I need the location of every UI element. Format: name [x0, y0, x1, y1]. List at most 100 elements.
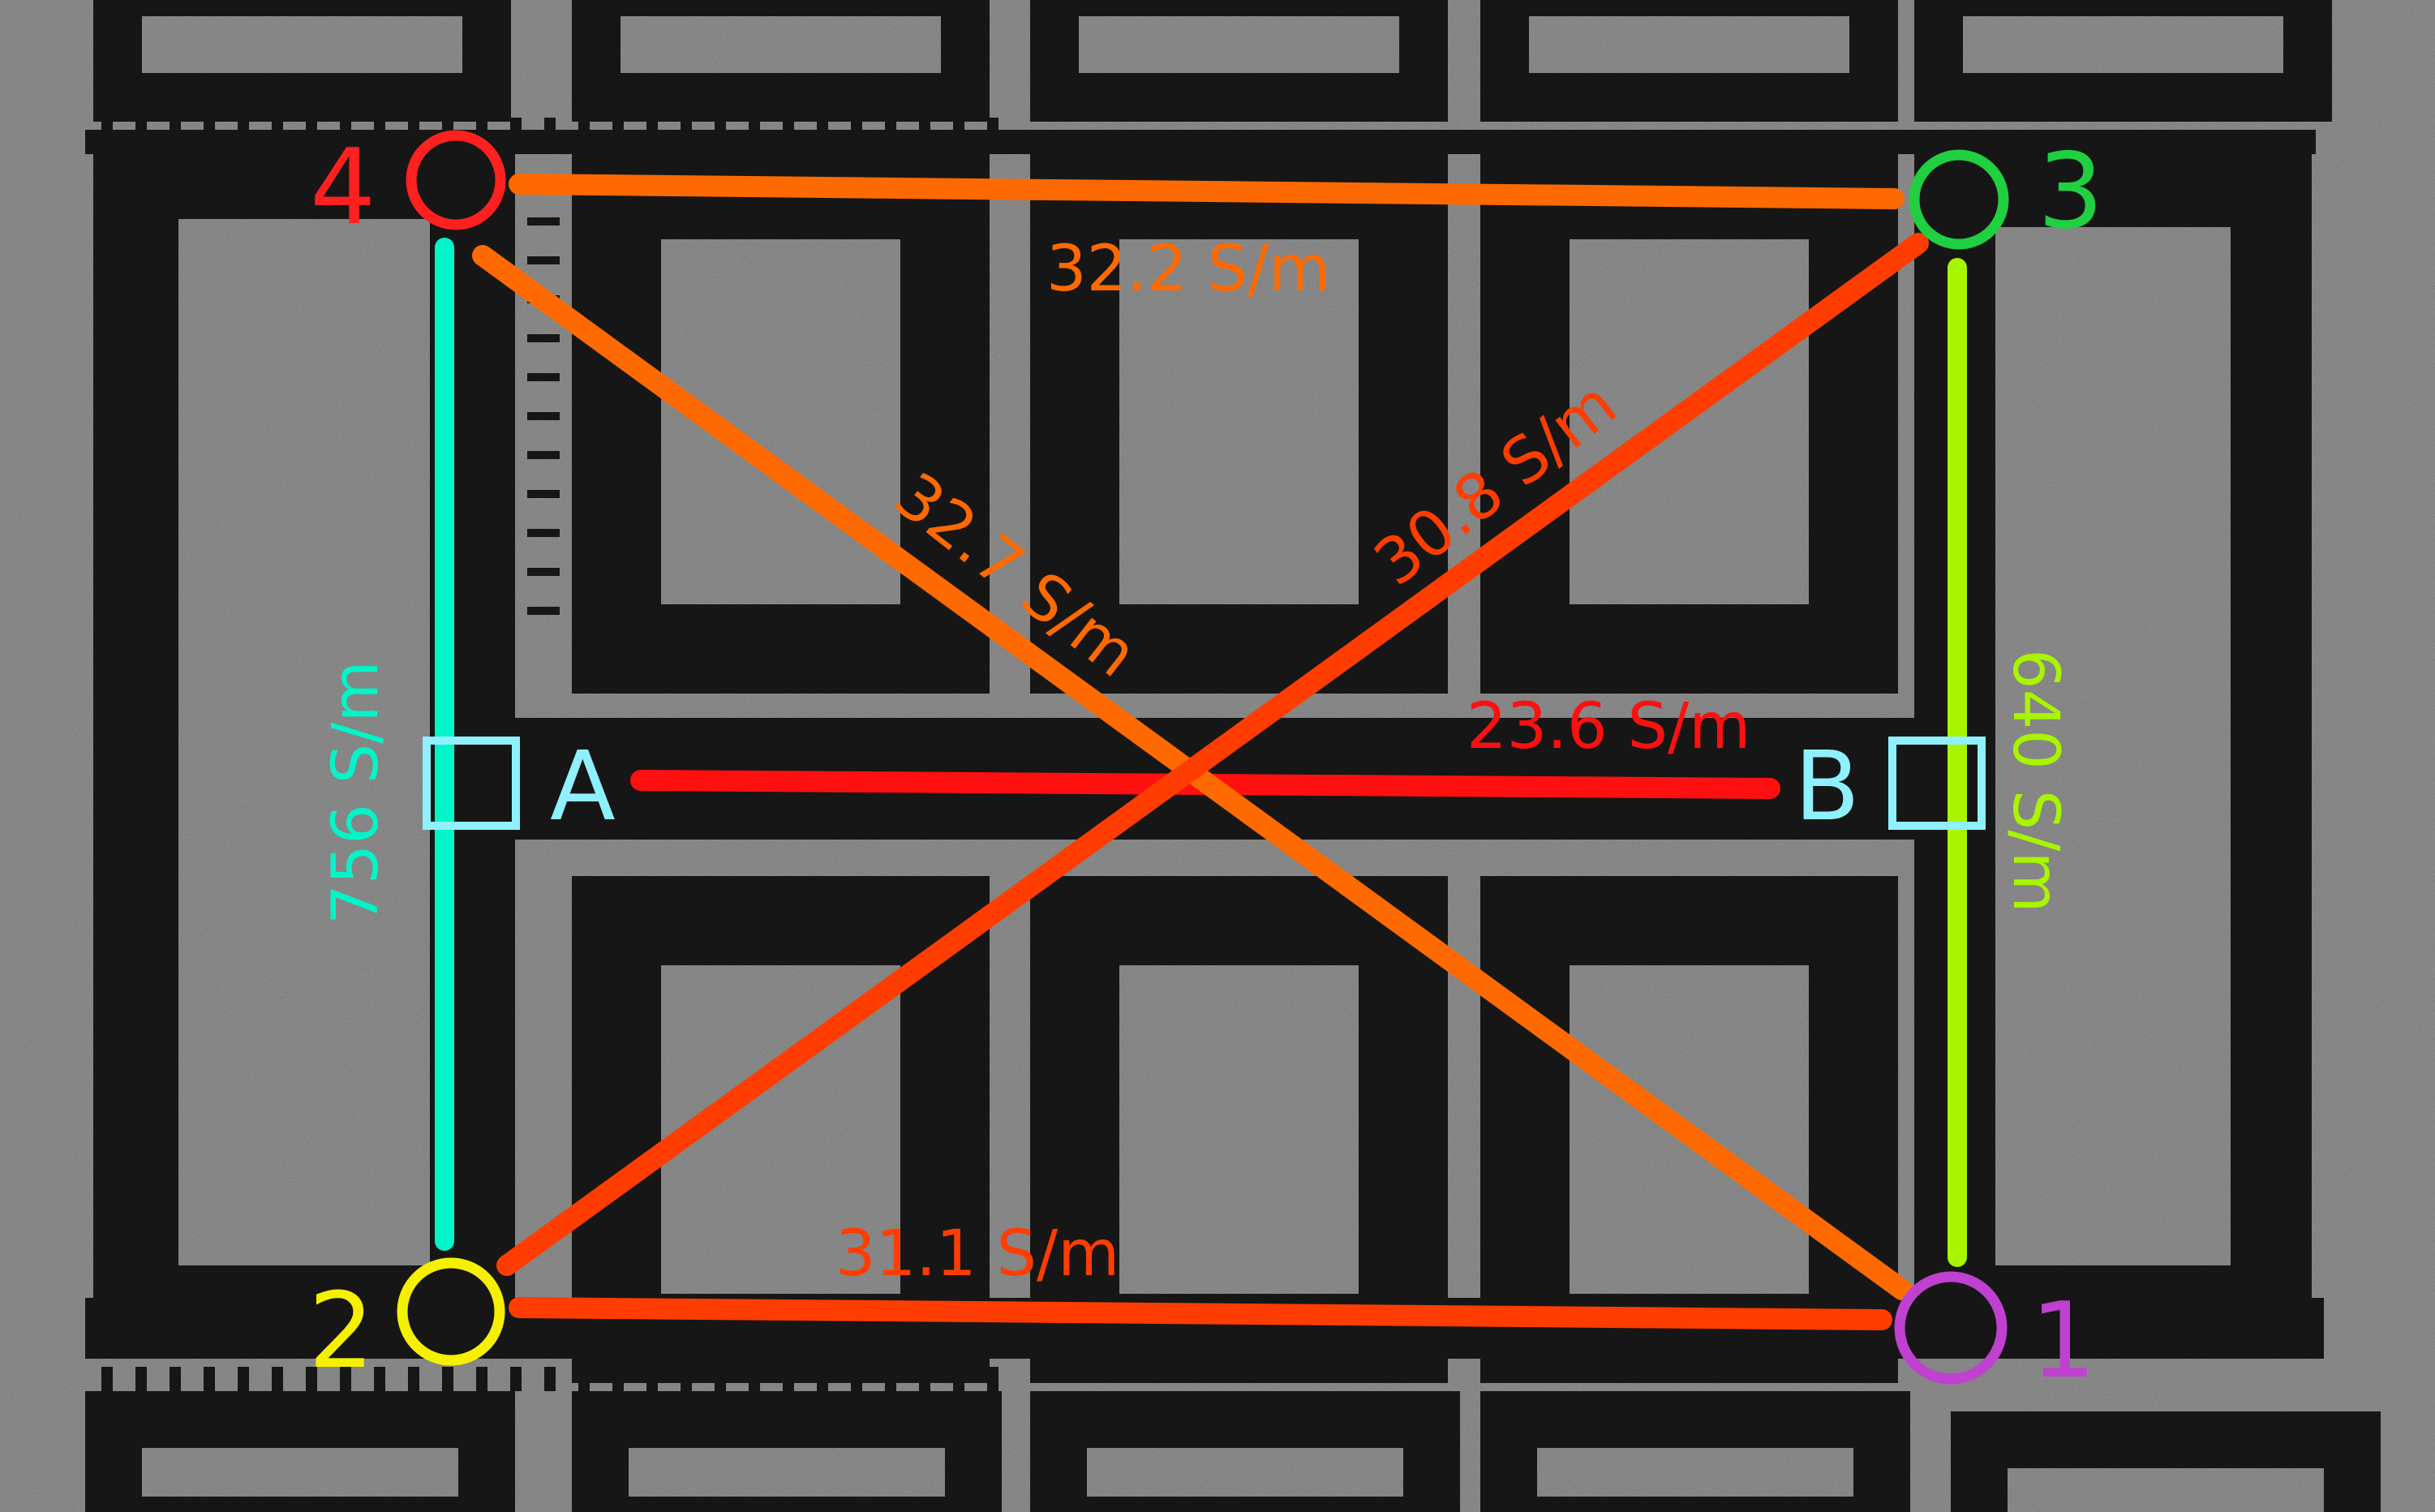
cell-edge-top-2-bottom	[572, 73, 990, 122]
tooth-top	[715, 118, 726, 138]
cell-edge-bottom-3-left	[1030, 1391, 1087, 1512]
cell-edge-bottom-3-bottom	[1030, 1497, 1460, 1512]
node-4-label: 4	[310, 127, 376, 248]
cell-top-3-right	[1809, 150, 1898, 694]
cell-edge-top-4-left	[1480, 0, 1529, 122]
cell-edge-bottom-1-right	[458, 1391, 515, 1512]
tooth-bottom	[612, 1367, 624, 1391]
label-3-1: 640 S/m	[1999, 649, 2072, 913]
frame-left-left	[93, 134, 178, 1351]
tooth-bottom	[408, 1367, 419, 1391]
tooth-left	[527, 568, 560, 576]
tooth-bottom	[578, 1367, 590, 1391]
tooth-left	[527, 607, 560, 615]
cell-edge-bottom-2-right	[945, 1391, 1002, 1512]
tooth-top	[749, 118, 760, 138]
tooth-bottom	[953, 1367, 964, 1391]
tooth-top	[885, 118, 896, 138]
tooth-top	[919, 118, 930, 138]
cell-edge-top-4-top	[1480, 0, 1898, 16]
cell-edge-top-1-top	[93, 0, 511, 16]
cell-edge-bottom-4-left	[1480, 1391, 1537, 1512]
tooth-top	[817, 118, 828, 138]
tooth-top	[783, 118, 794, 138]
cell-edge-top-1-left	[93, 0, 142, 122]
tooth-bottom	[442, 1367, 453, 1391]
tooth-top	[170, 118, 181, 138]
label-4-2: 756 S/m	[320, 661, 393, 925]
tooth-bottom	[919, 1367, 930, 1391]
cell-edge-bottom-3-top	[1030, 1391, 1460, 1448]
tooth-top	[238, 118, 249, 138]
tooth-bottom	[544, 1367, 556, 1391]
tooth-bottom	[715, 1367, 726, 1391]
tooth-bottom	[885, 1367, 896, 1391]
tooth-bottom	[510, 1367, 522, 1391]
cell-edge-top-4-right	[1849, 0, 1898, 122]
cell-edge-top-5-right	[2283, 0, 2332, 122]
path-4-3	[519, 184, 1894, 199]
tooth-top	[510, 118, 522, 138]
cell-edge-bottom-5-left	[1951, 1411, 2008, 1512]
cell-edge-top-1-bottom	[93, 73, 511, 122]
tooth-top	[681, 118, 692, 138]
tooth-top	[612, 118, 624, 138]
label-a-b: 23.6 S/m	[1467, 690, 1750, 763]
cell-edge-top-5-left	[1914, 0, 1963, 122]
tooth-bottom	[681, 1367, 692, 1391]
cell-edge-bottom-2-left	[572, 1391, 629, 1512]
cell-edge-bottom-1-bottom	[85, 1497, 515, 1512]
cell-edge-bottom-5-right	[2324, 1411, 2381, 1512]
cell-edge-top-3-right	[1399, 0, 1448, 122]
tooth-bottom	[238, 1367, 249, 1391]
frame-right-right	[2231, 146, 2312, 1347]
tooth-bottom	[374, 1367, 385, 1391]
cell-edge-top-3-top	[1030, 0, 1448, 16]
cell-edge-bottom-2-bottom	[572, 1497, 1002, 1512]
tooth-top	[272, 118, 283, 138]
cell-edge-bottom-4-top	[1480, 1391, 1910, 1448]
tooth-top	[987, 118, 998, 138]
tooth-top	[851, 118, 862, 138]
cell-edge-bottom-1-top	[85, 1391, 515, 1448]
tooth-left	[527, 256, 560, 264]
tooth-left	[527, 451, 560, 459]
tooth-left	[527, 334, 560, 342]
path-2-1	[519, 1308, 1882, 1320]
tooth-top	[204, 118, 215, 138]
tooth-top	[476, 118, 487, 138]
pad-a-label: A	[550, 730, 616, 842]
tooth-bottom	[987, 1367, 998, 1391]
pad-b-label: B	[1794, 730, 1860, 842]
tooth-bottom	[135, 1367, 147, 1391]
cell-edge-bottom-2-top	[572, 1391, 1002, 1448]
cell-edge-top-2-left	[572, 0, 621, 122]
cell-edge-top-5-bottom	[1914, 73, 2332, 122]
tooth-bottom	[851, 1367, 862, 1391]
tooth-bottom	[817, 1367, 828, 1391]
tooth-left	[527, 490, 560, 498]
tooth-bottom	[783, 1367, 794, 1391]
cell-edge-top-4-bottom	[1480, 73, 1898, 122]
tooth-bottom	[204, 1367, 215, 1391]
tooth-top	[408, 118, 419, 138]
cell-edge-top-3-bottom	[1030, 73, 1448, 122]
node-2-label: 2	[308, 1271, 374, 1392]
cell-edge-top-5-top	[1914, 0, 2332, 16]
tooth-bottom	[272, 1367, 283, 1391]
tooth-left	[527, 373, 560, 381]
cell-edge-top-2-right	[941, 0, 990, 122]
label-2-1: 31.1 S/m	[835, 1218, 1119, 1291]
tooth-left	[527, 529, 560, 537]
cell-edge-bottom-1-left	[85, 1391, 142, 1512]
tooth-top	[646, 118, 658, 138]
cell-top-1-left	[572, 150, 661, 694]
tooth-bottom	[646, 1367, 658, 1391]
tooth-left	[527, 412, 560, 420]
cell-edge-top-3-left	[1030, 0, 1079, 122]
cell-edge-bottom-3-right	[1403, 1391, 1460, 1512]
node-3-label: 3	[2038, 131, 2103, 252]
tooth-top	[544, 118, 556, 138]
